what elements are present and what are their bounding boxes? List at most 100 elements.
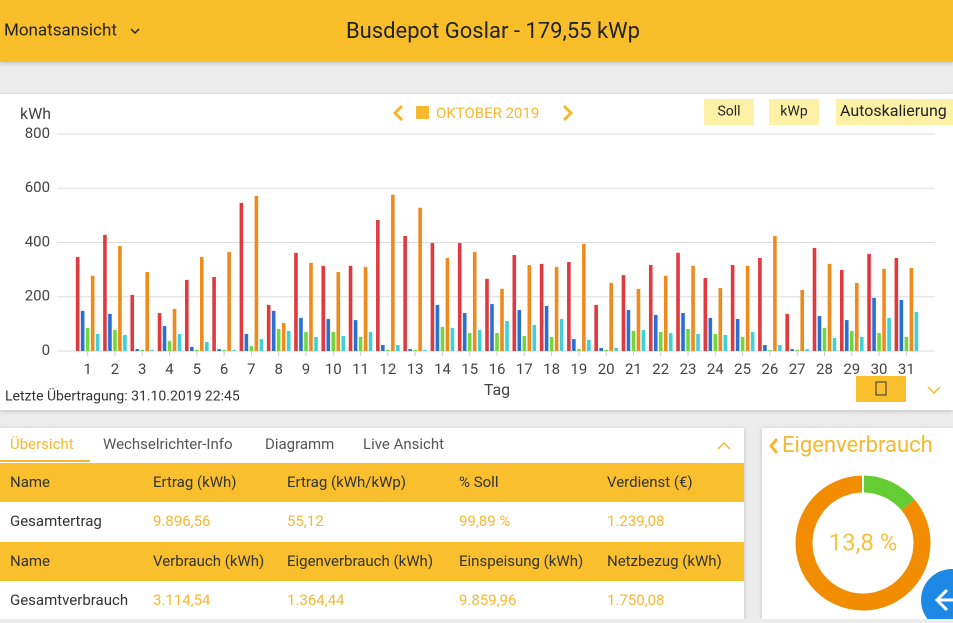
- tab[interactable]: Diagramm: [265, 435, 334, 453]
- export-icon[interactable]: [875, 381, 887, 396]
- bar: [435, 304, 440, 351]
- button[interactable]: [769, 99, 819, 125]
- cell: Gesamtverbrauch: [10, 591, 128, 609]
- bar: [621, 275, 626, 351]
- bar: [877, 333, 881, 351]
- bar: [527, 265, 532, 351]
- bar: [718, 288, 723, 351]
- cell: 1.750,08: [607, 591, 665, 609]
- bar: [418, 207, 422, 351]
- column-header: Name: [10, 473, 50, 491]
- button-label[interactable]: kWp: [780, 104, 808, 120]
- bar: [445, 257, 450, 351]
- bar: [604, 349, 608, 351]
- next-month[interactable]: [562, 104, 574, 122]
- bar: [440, 326, 445, 351]
- bar: [778, 345, 782, 351]
- export-button[interactable]: [856, 376, 906, 402]
- bar: [150, 349, 155, 351]
- x-tick-label: 20: [598, 360, 615, 378]
- tab[interactable]: Wechselrichter-Info: [103, 435, 233, 453]
- bar: [348, 265, 353, 351]
- bar: [75, 256, 80, 351]
- bar: [495, 333, 499, 351]
- x-tick-label: 11: [352, 360, 369, 378]
- y-tick-label: 400: [25, 232, 50, 250]
- donut-share: [862, 475, 915, 511]
- bar: [363, 266, 368, 351]
- collapse[interactable]: [717, 441, 731, 450]
- bar: [713, 333, 718, 351]
- tab[interactable]: Übersicht: [10, 435, 74, 453]
- bar: [790, 349, 794, 351]
- x-tick-label: 26: [761, 360, 778, 378]
- button[interactable]: [704, 99, 754, 125]
- x-tick-label: 25: [734, 360, 751, 378]
- cell: Gesamtertrag: [10, 512, 102, 530]
- bar: [577, 349, 581, 351]
- x-tick-label: 9: [302, 360, 310, 378]
- bar: [85, 327, 90, 351]
- expand[interactable]: [927, 386, 941, 395]
- bar: [281, 323, 286, 351]
- x-tick-label: 2: [111, 360, 119, 378]
- bar: [614, 348, 618, 351]
- cell: 55,12: [287, 512, 324, 530]
- x-tick-label: 12: [379, 360, 396, 378]
- cell: 1.239,08: [607, 512, 665, 530]
- bar: [358, 336, 363, 351]
- bar: [773, 235, 777, 351]
- bar: [872, 297, 876, 351]
- bar: [723, 334, 728, 351]
- bar: [408, 349, 412, 351]
- button-label[interactable]: Autoskalierung: [840, 101, 947, 120]
- x-tick-label: 29: [843, 360, 860, 378]
- bar: [567, 262, 571, 351]
- x-tick-label: 14: [434, 360, 451, 378]
- column-header: Einspeisung (kWh): [459, 552, 583, 570]
- button-label[interactable]: Soll: [717, 104, 740, 120]
- bar: [244, 333, 249, 351]
- column-header: Netzbezug (kWh): [607, 552, 722, 570]
- view-select[interactable]: Monatsansicht: [4, 20, 117, 40]
- eigen-back[interactable]: [769, 438, 779, 454]
- bar: [157, 313, 162, 351]
- bar: [145, 272, 150, 351]
- bar: [326, 318, 331, 351]
- bar: [314, 336, 318, 351]
- x-tick-label: 5: [193, 360, 201, 378]
- bar: [299, 317, 303, 351]
- bar: [396, 345, 400, 351]
- bar: [276, 329, 281, 351]
- bar: [391, 194, 395, 351]
- fab-icon[interactable]: [934, 588, 953, 612]
- bar: [785, 313, 789, 351]
- bar: [708, 317, 713, 351]
- bar: [795, 349, 799, 351]
- bar: [681, 313, 685, 351]
- bar: [135, 349, 140, 351]
- bar: [882, 268, 886, 351]
- button[interactable]: [836, 99, 953, 125]
- period: OKTOBER 2019: [436, 104, 539, 122]
- view-caret[interactable]: [130, 28, 140, 35]
- tab[interactable]: Live Ansicht: [363, 435, 444, 453]
- header: [0, 0, 953, 62]
- bar: [539, 263, 544, 351]
- tab-underline: [0, 460, 90, 462]
- bar: [232, 349, 236, 351]
- bar: [381, 345, 385, 351]
- bar: [294, 252, 298, 351]
- bar: [321, 265, 326, 351]
- bar: [103, 234, 107, 351]
- bar: [467, 333, 472, 351]
- prev-month[interactable]: [392, 104, 404, 122]
- column-header: Ertrag (kWh/kWp): [287, 473, 406, 491]
- bar: [177, 333, 182, 351]
- x-tick-label: 10: [325, 360, 342, 378]
- bar: [457, 243, 462, 351]
- bar: [859, 336, 864, 351]
- bar: [517, 310, 522, 351]
- bar: [386, 349, 390, 351]
